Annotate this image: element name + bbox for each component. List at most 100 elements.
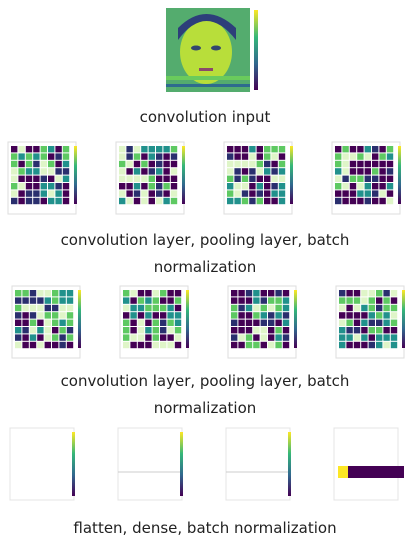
cell <box>30 305 36 311</box>
cell <box>369 297 375 303</box>
cell <box>15 320 21 326</box>
cell <box>149 176 155 182</box>
cell <box>257 190 263 196</box>
cell <box>11 190 17 196</box>
cell <box>283 320 289 326</box>
colorbar <box>186 290 189 348</box>
cell <box>387 183 393 189</box>
cell <box>123 320 129 326</box>
cell <box>59 334 65 340</box>
cell <box>119 168 125 174</box>
cell <box>156 161 162 167</box>
cell <box>238 327 244 333</box>
cell <box>369 334 375 340</box>
cell <box>55 168 61 174</box>
cell <box>48 161 54 167</box>
cell <box>22 320 28 326</box>
page: convolution input convolution layer, poo… <box>0 0 410 546</box>
cell <box>335 168 341 174</box>
feature-map <box>8 142 77 214</box>
cell <box>361 327 367 333</box>
cell <box>372 183 378 189</box>
cell <box>160 305 166 311</box>
cell <box>231 305 237 311</box>
cell <box>391 320 397 326</box>
cell <box>55 161 61 167</box>
cell <box>37 305 43 311</box>
cell <box>48 190 54 196</box>
colorbar <box>74 146 77 204</box>
cell <box>145 297 151 303</box>
cell <box>15 334 21 340</box>
cell <box>361 334 367 340</box>
cell <box>63 168 69 174</box>
cell <box>15 305 21 311</box>
cell <box>246 334 252 340</box>
cell <box>123 327 129 333</box>
cell <box>268 305 274 311</box>
cell <box>234 153 240 159</box>
frame <box>10 428 74 500</box>
cell <box>275 320 281 326</box>
cell <box>45 327 51 333</box>
cell <box>48 168 54 174</box>
cell <box>275 297 281 303</box>
cell <box>63 161 69 167</box>
cell <box>283 312 289 318</box>
cell <box>227 153 233 159</box>
cell <box>238 342 244 348</box>
cell <box>18 168 24 174</box>
cell <box>264 161 270 167</box>
dense-map <box>118 428 183 500</box>
cell <box>271 176 277 182</box>
cell <box>257 153 263 159</box>
cell <box>22 342 28 348</box>
cell <box>257 161 263 167</box>
cell <box>342 198 348 204</box>
cell <box>376 297 382 303</box>
cell <box>59 320 65 326</box>
cell <box>338 466 348 478</box>
cell <box>253 312 259 318</box>
cell <box>261 320 267 326</box>
cell <box>350 168 356 174</box>
cell <box>22 297 28 303</box>
cell <box>342 176 348 182</box>
cell <box>275 305 281 311</box>
cell <box>261 342 267 348</box>
feature-map <box>332 142 401 214</box>
cell <box>130 327 136 333</box>
cell <box>264 198 270 204</box>
cell <box>41 198 47 204</box>
cell <box>141 198 147 204</box>
cell <box>376 334 382 340</box>
cell <box>163 146 169 152</box>
cell <box>383 312 389 318</box>
cell <box>141 176 147 182</box>
cell <box>167 312 173 318</box>
cell <box>171 198 177 204</box>
cell <box>249 146 255 152</box>
cell <box>67 334 73 340</box>
cell <box>346 342 352 348</box>
cell <box>156 168 162 174</box>
cell <box>346 305 352 311</box>
cell <box>354 290 360 296</box>
cell <box>342 190 348 196</box>
cell <box>11 153 17 159</box>
cell <box>134 190 140 196</box>
cell <box>119 198 125 204</box>
cell <box>231 342 237 348</box>
cell <box>283 305 289 311</box>
cell <box>130 305 136 311</box>
cell <box>134 176 140 182</box>
cell <box>11 161 17 167</box>
cell <box>253 334 259 340</box>
cell <box>372 153 378 159</box>
cell <box>246 327 252 333</box>
cell <box>45 342 51 348</box>
cell <box>145 320 151 326</box>
cell <box>163 168 169 174</box>
cell <box>342 183 348 189</box>
cell <box>279 146 285 152</box>
